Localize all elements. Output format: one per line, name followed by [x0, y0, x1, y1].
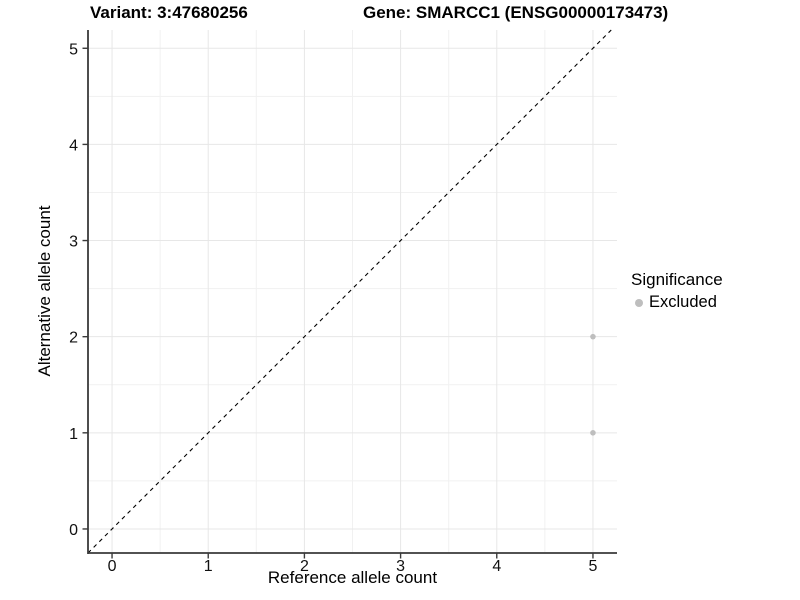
x-tick-label: 1 [204, 558, 213, 575]
plot-title-variant: Variant: 3:47680256 [90, 3, 248, 22]
legend-item-excluded: Excluded [631, 293, 723, 312]
plot-title-gene: Gene: SMARCC1 (ENSG00000173473) [363, 3, 669, 22]
y-tick-label: 3 [69, 234, 78, 251]
legend-key-circle-icon [635, 298, 643, 307]
x-tick-label: 4 [492, 558, 501, 575]
x-axis-title: Reference allele count [267, 568, 438, 587]
y-tick-label: 4 [69, 137, 78, 154]
x-tick-label: 5 [589, 558, 598, 575]
x-tick-label: 2 [300, 558, 309, 575]
legend: Significance Excluded [631, 270, 723, 312]
x-tick-label: 0 [108, 558, 117, 575]
y-tick-label: 2 [69, 330, 78, 347]
x-tick-label: 3 [396, 558, 405, 575]
data-point [590, 333, 596, 340]
y-axis-title: Alternative allele count [35, 205, 54, 377]
y-tick-label: 0 [69, 522, 78, 539]
identity-dashed-line [87, 29, 612, 554]
y-tick-label: 1 [69, 426, 78, 443]
legend-item-label: Excluded [649, 293, 717, 311]
legend-title: Significance [631, 270, 723, 289]
data-point [590, 430, 596, 436]
y-tick-label: 5 [69, 41, 78, 58]
